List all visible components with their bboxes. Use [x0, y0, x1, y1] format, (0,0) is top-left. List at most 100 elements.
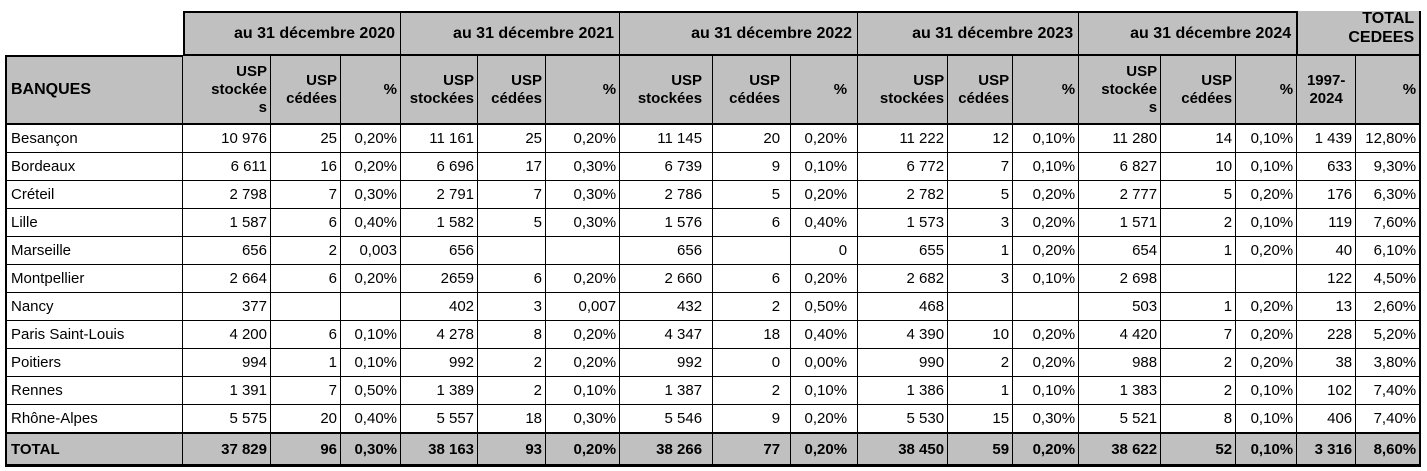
- col-header-2020-1: USP cédées: [271, 55, 341, 125]
- cell: 0,40%: [341, 405, 402, 433]
- year-header-2021: au 31 décembre 2021: [401, 11, 621, 55]
- cell: 0,30%: [1013, 405, 1080, 433]
- row-label: Nancy: [5, 293, 183, 321]
- cell: 432: [620, 293, 714, 321]
- cell: 0,20%: [1013, 349, 1080, 377]
- cell: 3: [948, 209, 1014, 237]
- cell: 0,10%: [1236, 125, 1298, 153]
- cell: 655: [858, 237, 949, 265]
- cell: [341, 293, 402, 321]
- cell: 4 278: [401, 321, 479, 349]
- cell: 0: [791, 237, 859, 265]
- cell: 656: [401, 237, 479, 265]
- cell: 4 390: [858, 321, 949, 349]
- cell: 3: [948, 265, 1014, 293]
- cell: 3,80%: [1356, 349, 1422, 377]
- cell: 13: [1297, 293, 1357, 321]
- cell: 656: [183, 237, 271, 265]
- cell: [1013, 293, 1080, 321]
- cell: 4 420: [1079, 321, 1162, 349]
- cell: 0,003: [341, 237, 402, 265]
- cell: 6,30%: [1356, 181, 1422, 209]
- col-header-total-1: %: [1356, 55, 1422, 125]
- cell: 20: [271, 405, 341, 433]
- table-row: Montpellier 2 664 6 0,20% 2659 6 0,20% 2 660 6 0,…: [5, 265, 1422, 293]
- cell: [713, 237, 792, 265]
- usp-banques-table: au 31 décembre 2020 au 31 décembre 2021 …: [5, 11, 1422, 467]
- cell: 102: [1297, 377, 1357, 405]
- cell: 503: [1079, 293, 1162, 321]
- cell: 1 391: [183, 377, 271, 405]
- cell: [948, 293, 1014, 321]
- col-header-2020-0: USP stockée s: [183, 55, 271, 125]
- cell: 6: [713, 265, 792, 293]
- cell: 25: [271, 125, 341, 153]
- cell: [478, 237, 547, 265]
- year-header-row: au 31 décembre 2020 au 31 décembre 2021 …: [5, 11, 1422, 55]
- cell: 0,20%: [1236, 321, 1298, 349]
- cell: 5 575: [183, 405, 271, 433]
- col-header-2021-1: USP cédées: [478, 55, 547, 125]
- column-header-row: BANQUES USP stockée s USP cédées% USP stoc…: [5, 55, 1422, 125]
- cell: 6 772: [858, 153, 949, 181]
- col-header-2024-1: USP cédées: [1161, 55, 1237, 125]
- table-row: Nancy 377 402 3 0,007 432 2 0,50% 468 503 1 0,20% 13…: [5, 293, 1422, 321]
- cell: 1: [948, 377, 1014, 405]
- cell: 8,60%: [1356, 433, 1422, 467]
- col-header-2023-2: %: [1013, 55, 1080, 125]
- cell: 6: [271, 265, 341, 293]
- cell: 2 798: [183, 181, 271, 209]
- cell: 11 222: [858, 125, 949, 153]
- cell: 10 976: [183, 125, 271, 153]
- cell: 0: [713, 349, 792, 377]
- cell: 0,10%: [546, 377, 621, 405]
- cell: 0,40%: [341, 209, 402, 237]
- cell: 4 200: [183, 321, 271, 349]
- cell: 6 696: [401, 153, 479, 181]
- cell: 40: [1297, 237, 1357, 265]
- cell: 96: [271, 433, 341, 467]
- cell: 11 161: [401, 125, 479, 153]
- cell: 0,10%: [1013, 153, 1080, 181]
- cell: 0,20%: [546, 349, 621, 377]
- cell: 11 280: [1079, 125, 1162, 153]
- table-row: Rhône-Alpes 5 575 20 0,40% 5 557 18 0,30% 5 546…: [5, 405, 1422, 433]
- cell: [1161, 265, 1237, 293]
- cell: 6,10%: [1356, 237, 1422, 265]
- cell: 1 389: [401, 377, 479, 405]
- cell: 4 347: [620, 321, 714, 349]
- cell: 6: [713, 209, 792, 237]
- cell: 2: [1161, 209, 1237, 237]
- cell: 406: [1297, 405, 1357, 433]
- row-label: Rennes: [5, 377, 183, 405]
- cell: 2: [271, 237, 341, 265]
- cell: 10: [948, 321, 1014, 349]
- cell: 17: [478, 153, 547, 181]
- corner-cell: [5, 11, 183, 55]
- cell: 0,30%: [546, 209, 621, 237]
- cell: 0,50%: [341, 377, 402, 405]
- col-header-2024-2: %: [1236, 55, 1298, 125]
- cell: 119: [1297, 209, 1357, 237]
- cell: 1 587: [183, 209, 271, 237]
- cell: 0,00%: [791, 349, 859, 377]
- cell: 654: [1079, 237, 1162, 265]
- col-header-2022-1: USP cédées: [713, 55, 792, 125]
- cell: 7: [271, 377, 341, 405]
- cell: 0,10%: [1236, 153, 1298, 181]
- cell: 6: [271, 209, 341, 237]
- total-row: TOTAL 37 829 96 0,30% 38 163 93 0,20% 38 266 77 0…: [5, 433, 1422, 467]
- cell: 0,20%: [341, 265, 402, 293]
- row-label: Bordeaux: [5, 153, 183, 181]
- cell: 0,20%: [1013, 433, 1080, 467]
- cell: 5 530: [858, 405, 949, 433]
- cell: 1: [1161, 237, 1237, 265]
- cell: 5,20%: [1356, 321, 1422, 349]
- table-row: Lille 1 587 6 0,40% 1 582 5 0,30% 1 576 6 0,40% 1 …: [5, 209, 1422, 237]
- cell: 6 611: [183, 153, 271, 181]
- cell: 6 739: [620, 153, 714, 181]
- cell: 4,50%: [1356, 265, 1422, 293]
- year-header-2020: au 31 décembre 2020: [183, 11, 402, 55]
- row-label: Rhône-Alpes: [5, 405, 183, 433]
- cell: 0,10%: [341, 349, 402, 377]
